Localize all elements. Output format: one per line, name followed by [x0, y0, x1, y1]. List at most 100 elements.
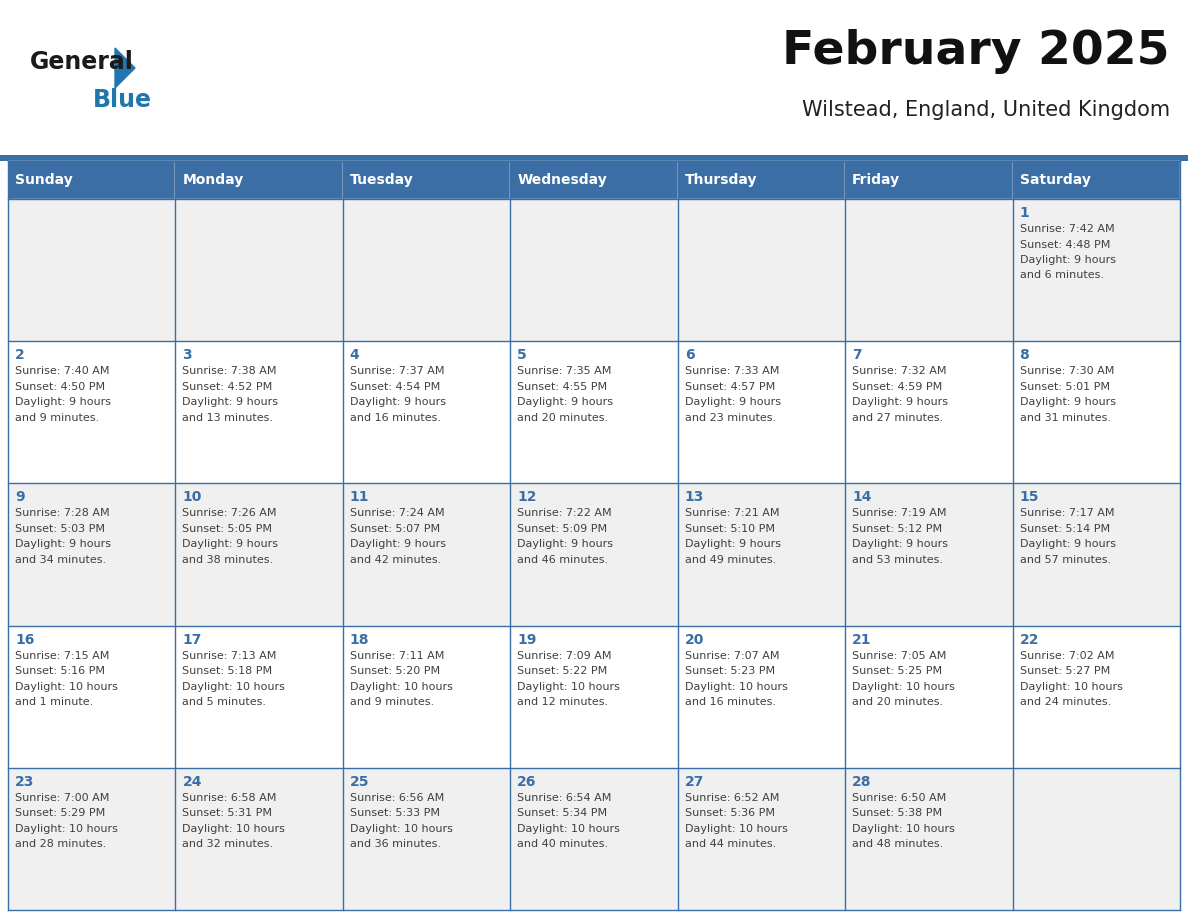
Text: Daylight: 9 hours: Daylight: 9 hours [183, 397, 278, 408]
Text: 16: 16 [15, 633, 34, 646]
Text: 13: 13 [684, 490, 704, 504]
Text: Daylight: 10 hours: Daylight: 10 hours [183, 681, 285, 691]
Text: Daylight: 10 hours: Daylight: 10 hours [517, 681, 620, 691]
Text: Wilstead, England, United Kingdom: Wilstead, England, United Kingdom [802, 100, 1170, 120]
Text: Sunset: 4:52 PM: Sunset: 4:52 PM [183, 382, 273, 392]
Text: Sunrise: 7:32 AM: Sunrise: 7:32 AM [852, 366, 947, 376]
Text: Sunrise: 6:58 AM: Sunrise: 6:58 AM [183, 793, 277, 803]
Text: and 9 minutes.: and 9 minutes. [349, 697, 434, 707]
Text: Daylight: 10 hours: Daylight: 10 hours [852, 823, 955, 834]
Text: Sunset: 5:25 PM: Sunset: 5:25 PM [852, 666, 942, 676]
Bar [1012, 767, 1180, 910]
Bar [176, 767, 343, 910]
Text: Sunset: 4:50 PM: Sunset: 4:50 PM [15, 382, 105, 392]
Text: Sunrise: 7:37 AM: Sunrise: 7:37 AM [349, 366, 444, 376]
Text: Daylight: 10 hours: Daylight: 10 hours [517, 823, 620, 834]
Text: Sunday: Sunday [15, 173, 72, 187]
Bar [677, 161, 845, 199]
Text: Sunset: 5:33 PM: Sunset: 5:33 PM [349, 809, 440, 818]
Text: and 12 minutes.: and 12 minutes. [517, 697, 608, 707]
Polygon shape [115, 48, 135, 88]
Bar [677, 341, 845, 484]
Text: Sunrise: 6:50 AM: Sunrise: 6:50 AM [852, 793, 947, 803]
Text: Monday: Monday [183, 173, 244, 187]
Text: Daylight: 9 hours: Daylight: 9 hours [852, 540, 948, 549]
Text: Sunrise: 7:21 AM: Sunrise: 7:21 AM [684, 509, 779, 519]
Text: 15: 15 [1019, 490, 1040, 504]
Text: Sunset: 4:54 PM: Sunset: 4:54 PM [349, 382, 440, 392]
Text: 28: 28 [852, 775, 872, 789]
Bar [343, 484, 511, 625]
Text: and 42 minutes.: and 42 minutes. [349, 554, 441, 565]
Text: Sunset: 5:10 PM: Sunset: 5:10 PM [684, 524, 775, 534]
Text: Daylight: 9 hours: Daylight: 9 hours [684, 540, 781, 549]
Text: Sunset: 4:57 PM: Sunset: 4:57 PM [684, 382, 775, 392]
Text: Sunrise: 6:54 AM: Sunrise: 6:54 AM [517, 793, 612, 803]
Text: and 44 minutes.: and 44 minutes. [684, 839, 776, 849]
Text: and 27 minutes.: and 27 minutes. [852, 413, 943, 422]
Bar [845, 161, 1012, 199]
Text: and 46 minutes.: and 46 minutes. [517, 554, 608, 565]
Text: Daylight: 10 hours: Daylight: 10 hours [684, 823, 788, 834]
Text: and 16 minutes.: and 16 minutes. [349, 413, 441, 422]
Text: and 6 minutes.: and 6 minutes. [1019, 271, 1104, 281]
Bar [8, 625, 176, 767]
Text: Friday: Friday [852, 173, 901, 187]
Bar [1012, 625, 1180, 767]
Bar [677, 767, 845, 910]
Text: Sunrise: 7:07 AM: Sunrise: 7:07 AM [684, 651, 779, 661]
Bar [8, 199, 176, 341]
Text: Daylight: 9 hours: Daylight: 9 hours [349, 397, 446, 408]
Bar [1012, 484, 1180, 625]
Text: Sunrise: 7:19 AM: Sunrise: 7:19 AM [852, 509, 947, 519]
Bar [845, 199, 1012, 341]
Bar [511, 161, 677, 199]
Text: 6: 6 [684, 348, 694, 363]
Text: and 20 minutes.: and 20 minutes. [852, 697, 943, 707]
Text: Sunset: 5:36 PM: Sunset: 5:36 PM [684, 809, 775, 818]
Text: Saturday: Saturday [1019, 173, 1091, 187]
Text: Daylight: 9 hours: Daylight: 9 hours [684, 397, 781, 408]
Text: Daylight: 9 hours: Daylight: 9 hours [15, 397, 110, 408]
Bar [845, 484, 1012, 625]
Text: Sunset: 5:20 PM: Sunset: 5:20 PM [349, 666, 440, 676]
Text: 4: 4 [349, 348, 360, 363]
Text: Sunrise: 7:17 AM: Sunrise: 7:17 AM [1019, 509, 1114, 519]
Text: Sunrise: 6:56 AM: Sunrise: 6:56 AM [349, 793, 444, 803]
Bar [511, 484, 677, 625]
Text: 24: 24 [183, 775, 202, 789]
Text: Sunset: 5:03 PM: Sunset: 5:03 PM [15, 524, 105, 534]
Text: Sunset: 5:01 PM: Sunset: 5:01 PM [1019, 382, 1110, 392]
Text: 19: 19 [517, 633, 537, 646]
Text: Sunset: 4:55 PM: Sunset: 4:55 PM [517, 382, 607, 392]
Text: and 40 minutes.: and 40 minutes. [517, 839, 608, 849]
Bar [845, 767, 1012, 910]
Text: Sunset: 5:12 PM: Sunset: 5:12 PM [852, 524, 942, 534]
Text: Sunset: 4:48 PM: Sunset: 4:48 PM [1019, 240, 1110, 250]
Text: Sunset: 5:16 PM: Sunset: 5:16 PM [15, 666, 105, 676]
Text: Sunrise: 7:30 AM: Sunrise: 7:30 AM [1019, 366, 1114, 376]
Bar [1012, 199, 1180, 341]
Text: February 2025: February 2025 [783, 29, 1170, 74]
Text: Sunset: 5:14 PM: Sunset: 5:14 PM [1019, 524, 1110, 534]
Text: Daylight: 9 hours: Daylight: 9 hours [517, 540, 613, 549]
Text: Sunrise: 7:35 AM: Sunrise: 7:35 AM [517, 366, 612, 376]
Text: Sunrise: 7:38 AM: Sunrise: 7:38 AM [183, 366, 277, 376]
Text: Daylight: 10 hours: Daylight: 10 hours [15, 823, 118, 834]
Text: and 13 minutes.: and 13 minutes. [183, 413, 273, 422]
Text: Daylight: 9 hours: Daylight: 9 hours [1019, 255, 1116, 265]
Text: Sunset: 5:31 PM: Sunset: 5:31 PM [183, 809, 272, 818]
Text: Daylight: 10 hours: Daylight: 10 hours [684, 681, 788, 691]
Text: 1: 1 [1019, 206, 1029, 220]
Text: and 16 minutes.: and 16 minutes. [684, 697, 776, 707]
Text: Daylight: 10 hours: Daylight: 10 hours [349, 823, 453, 834]
Text: Sunrise: 7:26 AM: Sunrise: 7:26 AM [183, 509, 277, 519]
Bar [176, 341, 343, 484]
Text: 14: 14 [852, 490, 872, 504]
Text: 22: 22 [1019, 633, 1040, 646]
Text: Sunset: 5:23 PM: Sunset: 5:23 PM [684, 666, 775, 676]
Bar [343, 625, 511, 767]
Text: Sunrise: 6:52 AM: Sunrise: 6:52 AM [684, 793, 779, 803]
Text: Sunrise: 7:09 AM: Sunrise: 7:09 AM [517, 651, 612, 661]
Text: 21: 21 [852, 633, 872, 646]
